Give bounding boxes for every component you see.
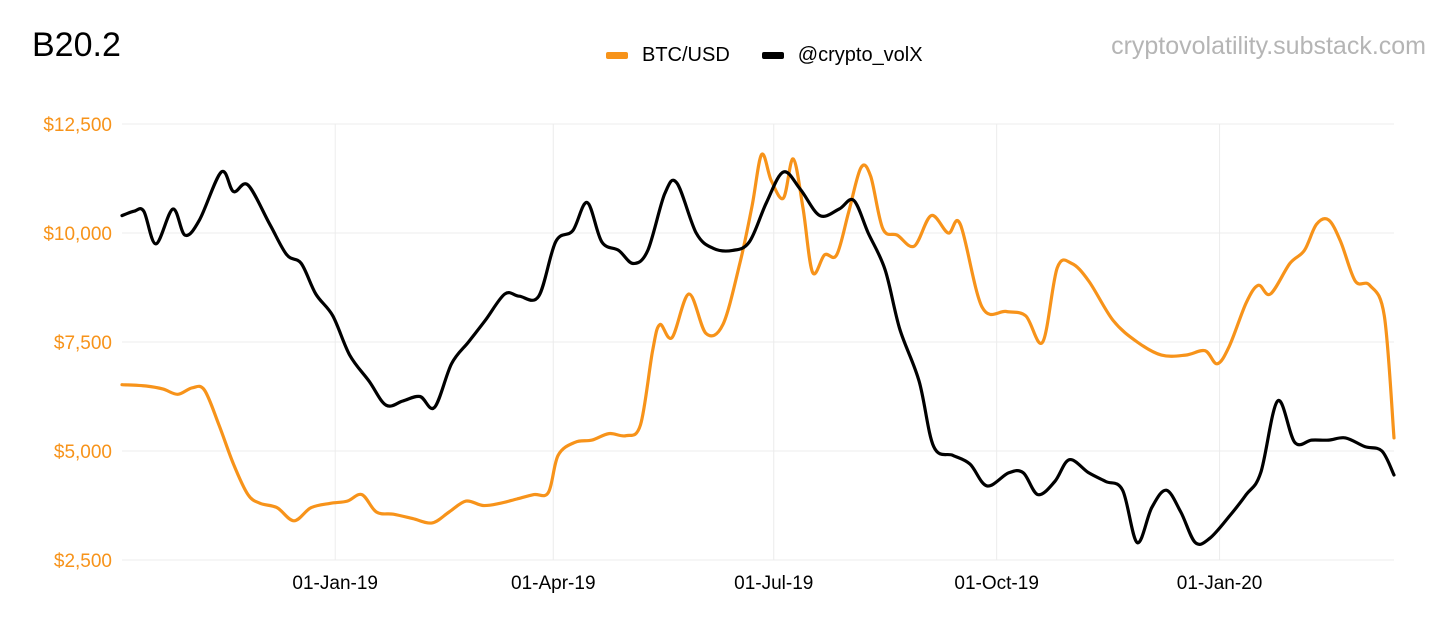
legend-label-volx: @crypto_volX: [797, 44, 923, 66]
y-tick-label: $12,500: [43, 115, 112, 136]
x-tick-label: 01-Apr-19: [511, 573, 596, 594]
legend-swatch-volx: [761, 52, 784, 59]
y-tick-label: $2,500: [54, 551, 112, 572]
x-tick-label: 01-Jan-20: [1177, 573, 1263, 594]
x-tick-label: 01-Jul-19: [734, 573, 813, 594]
watermark-text: cryptovolatility.substack.com: [1111, 32, 1426, 60]
x-tick-label: 01-Oct-19: [954, 573, 1038, 594]
crypto-volx-line: [120, 169, 1396, 546]
y-tick-label: $10,000: [43, 224, 112, 245]
chart-legend: BTC/USD @crypto_volX: [606, 44, 955, 67]
legend-item-btc: BTC/USD: [606, 44, 730, 67]
legend-item-volx: @crypto_volX: [761, 44, 923, 67]
legend-label-btc: BTC/USD: [642, 44, 730, 66]
btc-usd-line: [120, 152, 1396, 525]
chart-title: B20.2: [32, 26, 121, 64]
y-tick-label: $5,000: [54, 442, 112, 463]
legend-swatch-btc: [606, 52, 628, 59]
y-tick-label: $7,500: [54, 333, 112, 354]
x-tick-label: 01-Jan-19: [292, 573, 378, 594]
